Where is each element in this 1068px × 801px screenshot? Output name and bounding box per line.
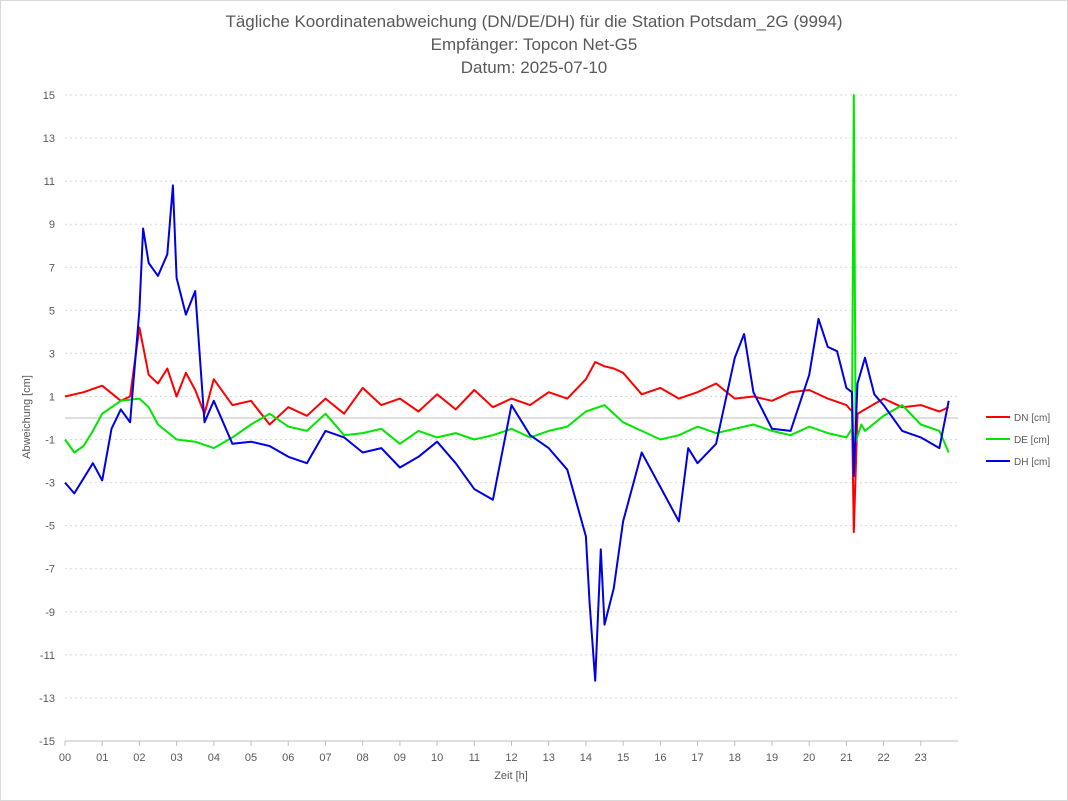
y-tick-label: -11 (40, 650, 55, 662)
y-tick-label: 15 (43, 90, 55, 102)
y-tick-label: -7 (45, 564, 55, 576)
y-axis-ticks: 15 13 11 9 7 5 3 1 -1 -3 -5 -7 -9 -11 -13 -15 (39, 90, 55, 748)
series-line-de (64, 94, 950, 454)
x-tick-label: 15 (617, 752, 629, 764)
x-tick-label: 20 (803, 752, 815, 764)
x-tick-label: 07 (319, 752, 331, 764)
x-tick-label: 09 (394, 752, 406, 764)
y-tick-label: 11 (44, 176, 55, 188)
x-tick-label: 05 (245, 752, 257, 764)
x-tick-label: 23 (915, 752, 927, 764)
x-tick-label: 06 (282, 752, 294, 764)
y-tick-label: -15 (39, 736, 55, 748)
legend-label: DE [cm] (1014, 435, 1050, 446)
y-axis-label: Abweichung [cm] (21, 375, 33, 459)
y-tick-label: -9 (45, 607, 55, 619)
series-line-dh (64, 184, 950, 682)
x-axis-label: Zeit [h] (494, 770, 528, 782)
x-tick-label: 08 (357, 752, 369, 764)
chart-subtitle-date: Datum: 2025-07-10 (460, 58, 608, 77)
x-tick-label: 12 (505, 752, 517, 764)
legend-label: DH [cm] (1014, 457, 1050, 468)
y-tick-label: 7 (49, 262, 55, 274)
chart-title: Tägliche Koordinatenabweichung (DN/DE/DH… (225, 12, 843, 31)
x-tick-label: 03 (171, 752, 183, 764)
y-tick-label: -1 (45, 435, 55, 447)
x-tick-label: 21 (840, 752, 852, 764)
x-tick-label: 18 (729, 752, 741, 764)
series-line-dn (64, 326, 950, 534)
x-tick-label: 10 (431, 752, 443, 764)
x-tick-label: 22 (877, 752, 889, 764)
series-lines (64, 94, 950, 682)
x-tick-label: 16 (654, 752, 666, 764)
y-tick-label: 9 (49, 219, 55, 231)
legend: DN [cm] DE [cm] DH [cm] (986, 413, 1050, 468)
x-tick-label: 02 (133, 752, 145, 764)
y-tick-label: -13 (39, 693, 55, 705)
x-tick-label: 01 (96, 752, 108, 764)
grid-lines (65, 94, 958, 742)
x-tick-label: 00 (59, 752, 71, 764)
x-tick-label: 14 (580, 752, 592, 764)
x-tick-label: 19 (766, 752, 778, 764)
x-tick-label: 11 (469, 752, 480, 764)
y-tick-label: -3 (45, 478, 55, 490)
legend-label: DN [cm] (1014, 413, 1050, 424)
y-tick-label: 3 (49, 348, 55, 360)
x-tick-label: 17 (691, 752, 703, 764)
y-tick-label: 13 (43, 133, 55, 145)
y-tick-label: -5 (45, 521, 55, 533)
x-axis-ticks: 00 01 02 03 04 05 06 07 08 09 10 11 12 13 14 15 16 17 18 19… (59, 741, 927, 764)
x-tick-label: 13 (543, 752, 555, 764)
x-tick-label: 04 (208, 752, 220, 764)
y-tick-label: 1 (49, 391, 55, 403)
chart-subtitle-receiver: Empfänger: Topcon Net-G5 (430, 35, 638, 54)
y-tick-label: 5 (49, 305, 55, 317)
